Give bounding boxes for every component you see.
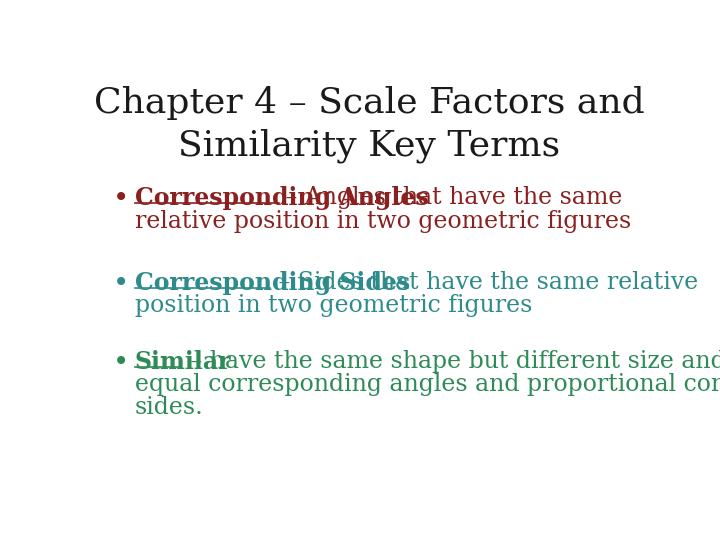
Text: •: •: [113, 271, 130, 298]
Text: •: •: [113, 350, 130, 377]
Text: – Sides that have the same relative: – Sides that have the same relative: [271, 271, 698, 294]
Text: Chapter 4 – Scale Factors and
Similarity Key Terms: Chapter 4 – Scale Factors and Similarity…: [94, 86, 644, 163]
Text: – Angles that have the same: – Angles that have the same: [279, 186, 623, 210]
Text: equal corresponding angles and proportional corresponding: equal corresponding angles and proportio…: [135, 373, 720, 396]
Text: sides.: sides.: [135, 396, 204, 419]
Text: Corresponding Angles: Corresponding Angles: [135, 186, 428, 211]
Text: Similar: Similar: [135, 350, 231, 374]
Text: •: •: [113, 186, 130, 213]
Text: relative position in two geometric figures: relative position in two geometric figur…: [135, 210, 631, 233]
Text: position in two geometric figures: position in two geometric figures: [135, 294, 532, 318]
Text: – have the same shape but different size and have: – have the same shape but different size…: [183, 350, 720, 373]
Text: Corresponding Sides: Corresponding Sides: [135, 271, 410, 295]
